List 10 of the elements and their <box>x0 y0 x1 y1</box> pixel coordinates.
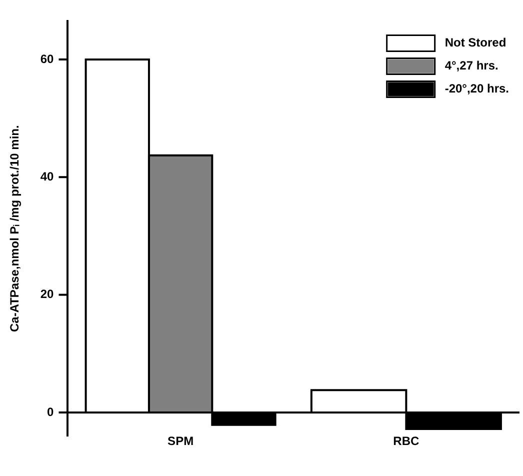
legend-label: -20°,20 hrs. <box>444 82 510 96</box>
y-tick-label: 0 <box>47 404 54 419</box>
y-tick-label: 20 <box>40 287 54 302</box>
y-axis-title: Ca-ATPase,nmol Pᵢ /mg prot./10 min. <box>8 125 22 332</box>
y-tick-label: 60 <box>40 52 54 66</box>
legend-label: 4°,27 hrs. <box>444 58 498 73</box>
x-tick-label: SPM <box>168 434 194 448</box>
y-tick-label: 40 <box>40 169 54 184</box>
legend-label: Not Stored <box>444 36 506 50</box>
x-tick-label: RBC <box>393 434 420 448</box>
